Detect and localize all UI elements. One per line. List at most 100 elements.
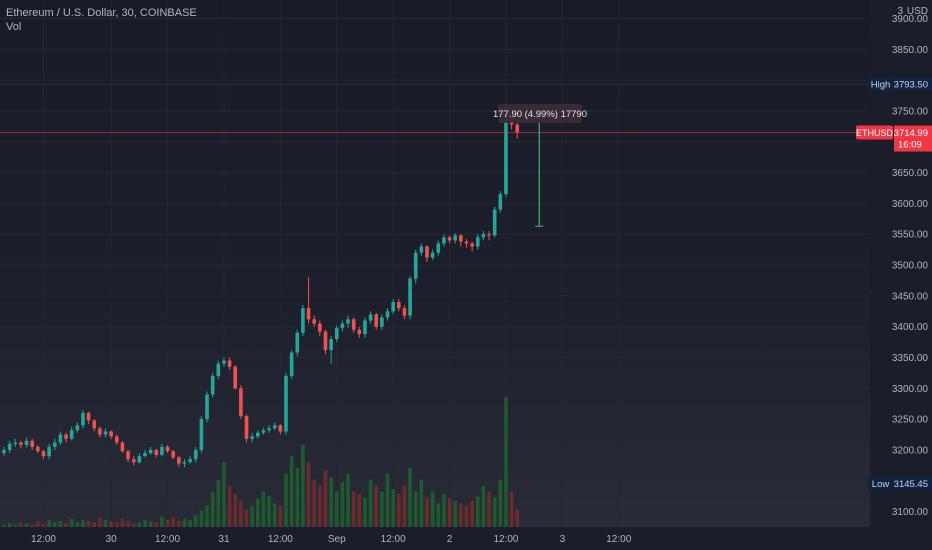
candle-body [408, 278, 412, 316]
candle-body [442, 237, 446, 244]
volume-bar [86, 521, 91, 527]
candle-body [227, 360, 232, 367]
volume-bar [475, 496, 480, 527]
volume-bar [391, 489, 395, 527]
price-tick-label: 3750.00 [892, 106, 929, 117]
candle-body [244, 416, 249, 439]
time-tick-label: 12:00 [493, 534, 518, 545]
measure-tooltip-text: 177.90 (4.99%) 17790 [493, 109, 587, 120]
candle-body [464, 241, 469, 244]
price-axis-unit: USD [907, 6, 928, 17]
candle-body [334, 327, 339, 340]
volume-bar [256, 498, 260, 527]
volume-bars [2, 397, 520, 527]
volume-bar [233, 493, 238, 527]
price-tick-label: 3350.00 [892, 353, 929, 364]
candle-body [177, 457, 181, 464]
volume-bar [160, 516, 164, 527]
volume-bar [385, 473, 390, 527]
volume-bar [284, 473, 288, 527]
volume-bar [442, 493, 446, 527]
candle-body [301, 308, 305, 333]
candle-body [64, 434, 68, 439]
candle-body [374, 314, 379, 327]
overlays: 177.90 (4.99%) 17790 [0, 83, 868, 227]
volume-bar [199, 510, 204, 527]
price-axis[interactable]: 3100.00 3200.00 3250.00 3300.00 3350.00 3400.… [856, 0, 932, 527]
volume-bar [210, 491, 215, 527]
volume-bar [459, 503, 463, 527]
volume-bar [148, 521, 153, 527]
last-price-value: 3714.99 [894, 128, 928, 139]
volume-bar [143, 519, 147, 527]
volume-bar [413, 491, 418, 527]
volume-bar [509, 491, 514, 527]
volume-bar [244, 509, 249, 527]
volume-bar [312, 479, 316, 527]
candle-body [103, 431, 108, 435]
volume-bar [487, 491, 491, 527]
candlesticks [2, 110, 520, 468]
volume-bar [346, 473, 350, 527]
candle-body [453, 235, 457, 241]
volume-bar [306, 462, 311, 527]
candle-body [481, 234, 486, 238]
volume-bar [380, 491, 384, 527]
volume-bar [98, 517, 102, 527]
volume-bar [340, 482, 345, 527]
candle-body [492, 209, 497, 236]
candle-body [318, 323, 322, 332]
candle-body [351, 319, 356, 330]
candle-body [7, 443, 12, 450]
volume-bar [334, 491, 339, 527]
volume-indicator-label[interactable]: Vol [6, 21, 22, 33]
candle-body [115, 436, 119, 443]
volume-bar [436, 503, 441, 527]
volume-bar [250, 505, 254, 527]
time-tick-label: 12:00 [381, 534, 406, 545]
volume-bar [470, 501, 474, 527]
volume-bar [193, 515, 198, 527]
price-tick-label: 3600.00 [892, 199, 929, 210]
volume-bar [19, 522, 23, 527]
time-tick-label: 30 [106, 534, 118, 545]
time-axis-bg [0, 527, 932, 550]
symbol-title[interactable]: Ethereum / U.S. Dollar, 30, COINBASE [6, 7, 197, 19]
candle-body [52, 442, 57, 447]
volume-bar [120, 518, 125, 527]
volume-bar [36, 521, 40, 527]
candle-body [233, 366, 238, 389]
volume-bar [171, 517, 175, 527]
time-tick-label: 2 [447, 534, 453, 545]
time-axis[interactable]: 12:00 30 12:00 31 12:00 Sep 12:00 2 12:00 3 12:00 [0, 527, 932, 550]
candle-body [256, 432, 260, 437]
volume-bar [103, 519, 108, 527]
price-tick-label: 3200.00 [892, 445, 929, 456]
candle-body [261, 430, 266, 433]
low-label: Low [872, 479, 890, 490]
candle-body [205, 394, 209, 420]
candle-body [126, 451, 130, 460]
measure-tooltip-box [498, 104, 582, 123]
volume-bar [58, 521, 63, 527]
volume-bar [2, 524, 6, 527]
candle-body [47, 446, 51, 457]
price-tick-label: 3300.00 [892, 384, 929, 395]
volume-bar [205, 505, 209, 527]
volume-bar [318, 485, 322, 527]
volume-bar [222, 462, 226, 527]
candle-body [148, 449, 153, 454]
volume-bar [126, 521, 130, 527]
grid-lines [0, 0, 868, 527]
volume-bar [402, 485, 407, 527]
volume-bar [492, 497, 497, 527]
volume-bar [52, 522, 57, 527]
candle-body [284, 375, 288, 432]
candle-body [272, 425, 277, 429]
candle-body [2, 449, 6, 454]
time-tick-label: 12:00 [606, 534, 631, 545]
volume-bar [351, 491, 356, 527]
volume-bar [165, 519, 170, 527]
candle-body [109, 431, 113, 437]
